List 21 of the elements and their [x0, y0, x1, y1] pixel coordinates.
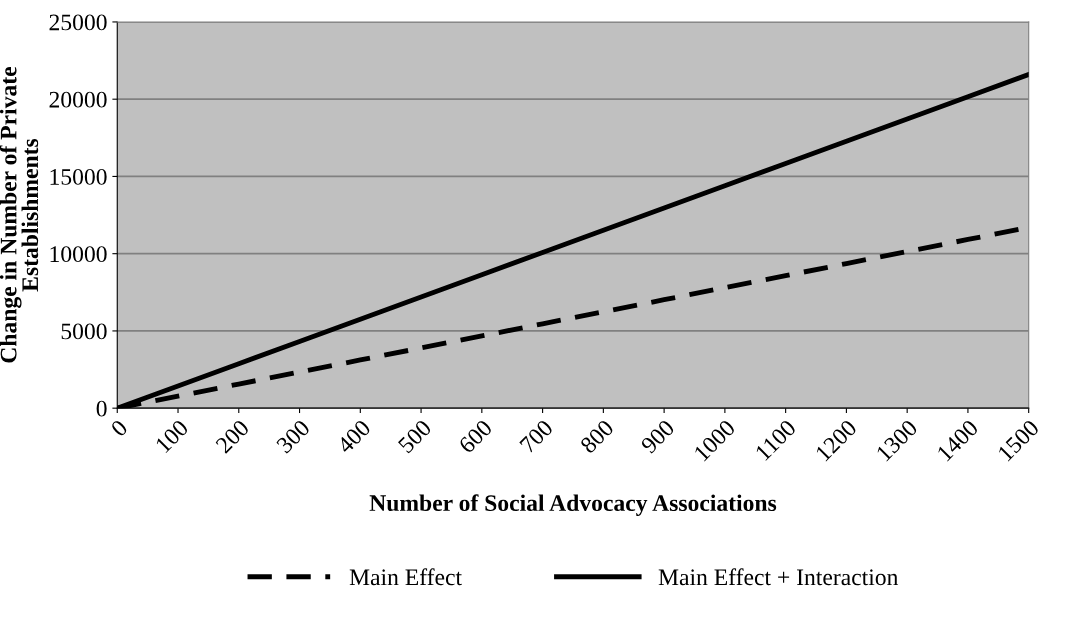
x-tick-label: 900 [640, 419, 676, 455]
legend-label: Main Effect [349, 568, 462, 586]
legend-label: Main Effect + Interaction [658, 568, 899, 586]
y-tick-label: 5000 [61, 323, 107, 340]
x-tick-label: 500 [397, 419, 433, 454]
y-tick-label: 20000 [49, 91, 107, 108]
y-tick-label: 10000 [50, 246, 107, 263]
x-tick-label: 700 [519, 419, 554, 454]
x-tick-label: 400 [336, 419, 372, 455]
x-tick-label: 1100 [754, 419, 797, 461]
y-axis-title: Change in Number of Private Establishments [0, 67, 39, 363]
x-tick-label: 200 [214, 419, 250, 454]
x-tick-label: 800 [579, 419, 615, 455]
x-tick-label: 600 [457, 419, 493, 454]
x-tick-label: 100 [154, 419, 190, 454]
x-axis-title: Number of Social Advocacy Associations [369, 494, 777, 516]
x-tick-label: 0 [110, 419, 129, 438]
y-tick-label: 0 [96, 400, 107, 417]
y-tick-label: 15000 [50, 168, 107, 185]
y-tick-label: 25000 [49, 14, 107, 31]
x-tick-label: 300 [275, 419, 311, 454]
